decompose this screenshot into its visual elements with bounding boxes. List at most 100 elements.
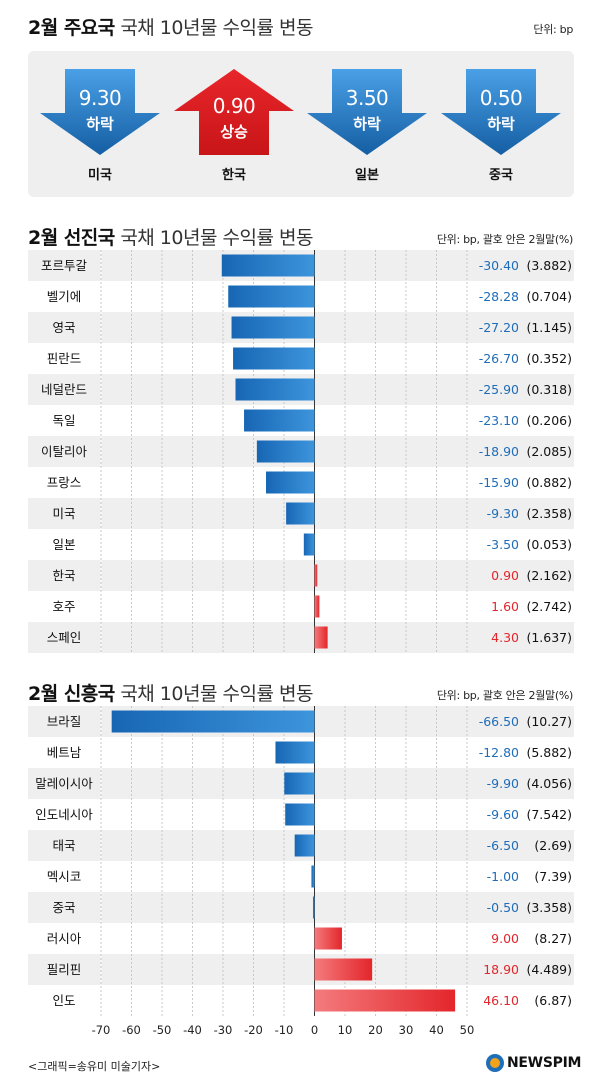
row-shade [28,560,574,591]
x-tick-label: 40 [429,1023,444,1037]
yield-label: (8.27) [534,931,572,946]
yield-label: (1.637) [526,630,572,645]
value-label: -18.90 [479,444,519,459]
yield-label: (6.87) [534,993,572,1008]
arrow-1 [174,69,294,155]
x-tick-label: 30 [399,1023,414,1037]
category-label: 미국 [52,506,75,521]
bar [244,409,315,432]
value-label: -26.70 [479,351,519,366]
yield-label: (5.882) [526,745,572,760]
arrow-country: 중국 [489,168,513,183]
bar [231,316,315,339]
category-label: 네덜란드 [41,382,87,397]
category-label: 필리핀 [47,962,82,977]
category-label: 핀란드 [47,351,82,366]
value-label: -9.60 [487,807,519,822]
bar [303,533,315,556]
emerging-bar-chart: 브라질 -66.50 (10.27) 베트남 -12.80 (5.882) 말레이시아 -9.… [28,706,574,1037]
category-label: 태국 [52,838,75,853]
bar [235,378,315,401]
bar [314,626,328,649]
yield-label: (0.206) [526,413,572,428]
arrow-direction: 하락 [353,115,381,133]
category-label: 인도네시아 [35,807,93,822]
category-label: 멕시코 [47,869,82,884]
x-tick-label: 0 [311,1023,318,1037]
page-title-rest: 국채 10년물 수익률 변동 [120,17,313,39]
value-label: -0.50 [487,900,519,915]
emerging-title-rest: 국채 10년물 수익률 변동 [120,683,313,705]
yield-label: (4.056) [526,776,572,791]
bar [314,989,456,1012]
value-label: 18.90 [483,962,519,977]
bar [314,564,318,587]
arrow-0 [40,69,160,155]
category-label: 인도 [52,993,75,1008]
category-label: 말레이시아 [35,776,93,791]
value-label: 4.30 [491,630,519,645]
value-label: 0.90 [491,568,519,583]
x-tick-label: 20 [368,1023,383,1037]
yield-label: (2.69) [534,838,572,853]
arrow-2 [307,69,427,155]
header-unit: 단위: bp [533,23,573,36]
value-label: -9.30 [487,506,519,521]
yield-label: (2.742) [526,599,572,614]
value-label: -25.90 [479,382,519,397]
bar [311,865,315,888]
yield-label: (3.882) [526,258,572,273]
yield-label: (0.053) [526,537,572,552]
bar [228,285,315,308]
value-label: -23.10 [479,413,519,428]
down-arrow-icon [40,69,160,155]
category-label: 일본 [52,537,75,552]
value-label: -1.00 [487,869,519,884]
bar [256,440,315,463]
value-label: -15.90 [479,475,519,490]
arrow-direction: 하락 [487,115,515,133]
arrow-country: 일본 [355,168,379,183]
developed-title: 2월 선진국 국채 10년물 수익률 변동 [28,223,313,250]
value-label: -27.20 [479,320,519,335]
x-tick-label: 10 [338,1023,353,1037]
bar [314,927,342,950]
arrow-value: 0.90 [212,94,256,118]
category-label: 벨기에 [47,289,82,304]
arrow-3 [441,69,561,155]
value-label: -66.50 [479,714,519,729]
category-label: 중국 [52,900,75,915]
yield-label: (1.145) [526,320,572,335]
yield-label: (7.542) [526,807,572,822]
arrow-value: 9.30 [78,86,122,110]
arrow-value: 0.50 [479,86,523,110]
emerging-title-bold: 2월 신흥국 [28,683,115,705]
category-label: 스페인 [47,630,82,645]
value-label: 46.10 [483,993,519,1008]
value-label: -9.90 [487,776,519,791]
yield-label: (0.704) [526,289,572,304]
bar [111,710,315,733]
row-shade [28,954,574,985]
category-label: 브라질 [47,714,82,729]
value-label: -6.50 [487,838,519,853]
bar [294,834,315,857]
value-label: -12.80 [479,745,519,760]
category-label: 포르투갈 [41,258,88,273]
category-label: 한국 [52,568,75,583]
row-shade [28,892,574,923]
up-arrow-icon [174,69,294,155]
x-tick-label: -30 [214,1023,233,1037]
x-tick-label: -60 [122,1023,141,1037]
yield-label: (3.358) [526,900,572,915]
category-label: 러시아 [47,931,82,946]
value-label: -28.28 [479,289,519,304]
page-title-bold: 2월 주요국 [28,17,115,39]
category-label: 베트남 [47,745,82,760]
yield-label: (2.085) [526,444,572,459]
developed-unit: 단위: bp, 괄호 안은 2월말(%) [436,233,573,246]
bar [285,803,315,826]
arrow-country: 미국 [88,168,112,183]
arrow-direction: 하락 [86,115,114,133]
down-arrow-icon [307,69,427,155]
